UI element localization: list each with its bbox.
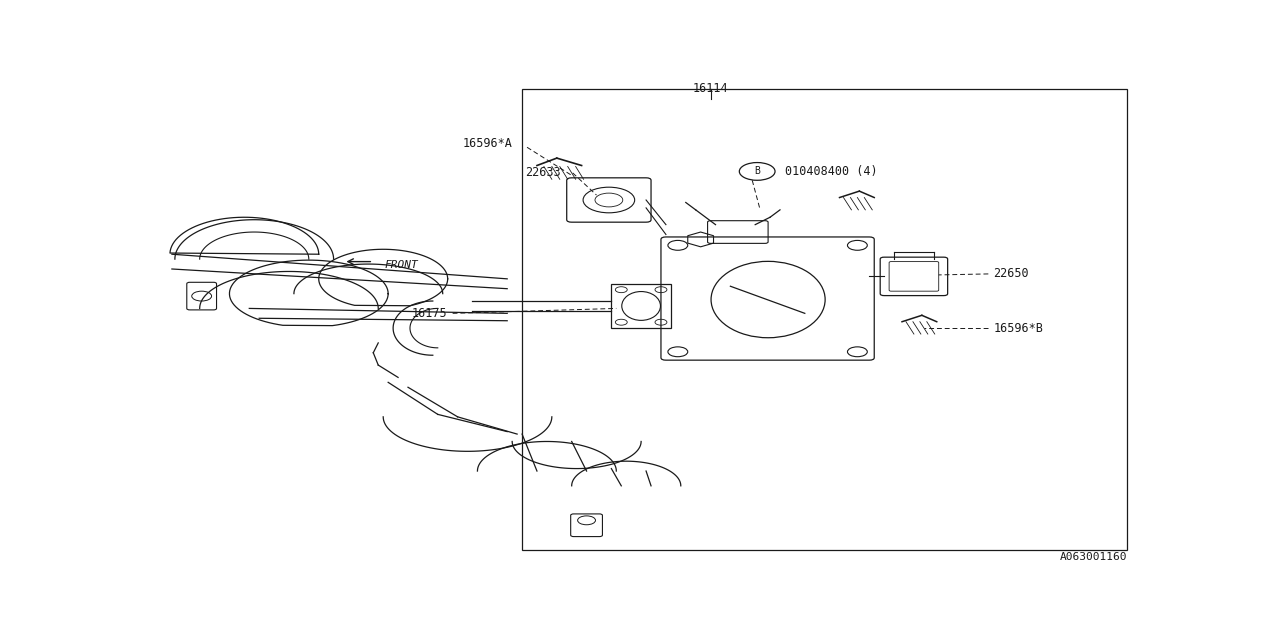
Bar bbox=[612, 284, 671, 328]
Text: 16175: 16175 bbox=[412, 307, 448, 320]
Text: 010408400 (4): 010408400 (4) bbox=[785, 165, 878, 178]
Text: 16596*A: 16596*A bbox=[462, 137, 512, 150]
Text: B: B bbox=[754, 166, 760, 177]
Text: 22650: 22650 bbox=[993, 268, 1029, 280]
Bar bbox=[522, 89, 1128, 550]
Text: A063001160: A063001160 bbox=[1060, 552, 1128, 563]
Text: 16596*B: 16596*B bbox=[993, 322, 1043, 335]
Text: 16114: 16114 bbox=[692, 82, 728, 95]
Text: FRONT: FRONT bbox=[384, 260, 419, 270]
Text: 22633: 22633 bbox=[525, 166, 561, 179]
